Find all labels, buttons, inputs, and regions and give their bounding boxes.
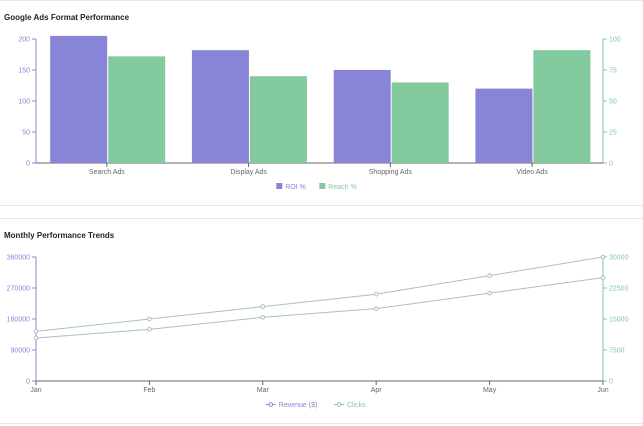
data-point <box>600 275 606 280</box>
legend-swatch <box>319 183 326 189</box>
y-left-tick-label: 100 <box>18 99 30 106</box>
y-left-tick-label: 90000 <box>11 348 31 355</box>
chart-title: Monthly Performance Trends <box>4 231 115 240</box>
data-point <box>147 316 152 322</box>
bar <box>50 35 108 163</box>
y-right-tick-label: 50 <box>609 99 617 106</box>
chart-panel-format-performance: Google Ads Format Performance 0 0 50 25 100 5… <box>0 0 643 206</box>
legend-label: Reach % <box>328 184 356 191</box>
y-left-tick-label: 360000 <box>7 255 30 262</box>
bar <box>249 76 307 163</box>
y-right-tick-label: 22500 <box>609 286 629 293</box>
bar-chart: 0 0 50 25 100 50 150 75 200 100 Search Ads Display … <box>18 35 621 191</box>
x-tick-label: Shopping Ads <box>369 169 413 176</box>
y-left-tick-label: 270000 <box>7 286 30 293</box>
x-tick-label: Jan <box>30 387 41 394</box>
y-right-tick-label: 100 <box>609 37 621 44</box>
bar <box>333 70 391 163</box>
y-right-tick-label: 15000 <box>609 317 629 324</box>
data-point <box>600 254 606 260</box>
data-point <box>33 335 39 341</box>
data-point <box>33 329 39 334</box>
chart-title: Google Ads Format Performance <box>4 13 130 22</box>
legend-marker <box>268 402 274 407</box>
bar <box>391 82 449 163</box>
y-left-tick-label: 200 <box>18 37 30 44</box>
y-right-tick-label: 7500 <box>609 348 625 355</box>
legend-label: Clicks <box>347 402 366 409</box>
bar <box>533 50 591 163</box>
y-left-tick-label: 150 <box>18 68 30 75</box>
x-tick-label: Video Ads <box>516 169 548 176</box>
x-tick-label: Apr <box>371 387 383 394</box>
legend-swatch <box>276 183 283 189</box>
data-point <box>260 304 266 309</box>
y-right-tick-label: 30000 <box>609 255 629 262</box>
x-tick-label: Jun <box>597 387 608 394</box>
line-chart: 0 0 90000 7500 180000 15000 270000 22500 360000 3… <box>7 254 629 410</box>
y-right-tick-label: 0 <box>609 161 613 168</box>
y-left-tick-label: 0 <box>26 161 30 168</box>
x-tick-label: Display Ads <box>230 169 267 176</box>
data-point <box>260 314 266 320</box>
x-tick-label: Mar <box>257 387 270 394</box>
y-right-tick-label: 25 <box>609 130 617 137</box>
series-line <box>35 277 604 339</box>
x-tick-label: May <box>483 387 497 394</box>
y-left-tick-label: 0 <box>26 379 30 386</box>
bar <box>475 88 533 163</box>
bar <box>191 50 249 163</box>
y-left-tick-label: 50 <box>22 130 30 137</box>
legend-marker <box>336 402 342 407</box>
x-tick-label: Search Ads <box>89 169 125 176</box>
bar <box>108 56 166 163</box>
y-left-tick-label: 180000 <box>7 317 30 324</box>
y-right-tick-label: 0 <box>609 379 613 386</box>
data-point <box>373 306 379 311</box>
legend-label: ROI % <box>285 184 306 191</box>
series-line <box>35 256 604 332</box>
chart-panel-monthly-trends: Monthly Performance Trends 0 0 90000 7500 18… <box>0 218 643 424</box>
x-tick-label: Feb <box>143 387 155 394</box>
data-point <box>147 327 152 332</box>
data-point <box>487 273 492 278</box>
data-point <box>373 291 379 297</box>
legend-label: Revenue ($) <box>279 402 318 409</box>
y-right-tick-label: 75 <box>609 68 617 75</box>
data-point <box>487 290 492 296</box>
